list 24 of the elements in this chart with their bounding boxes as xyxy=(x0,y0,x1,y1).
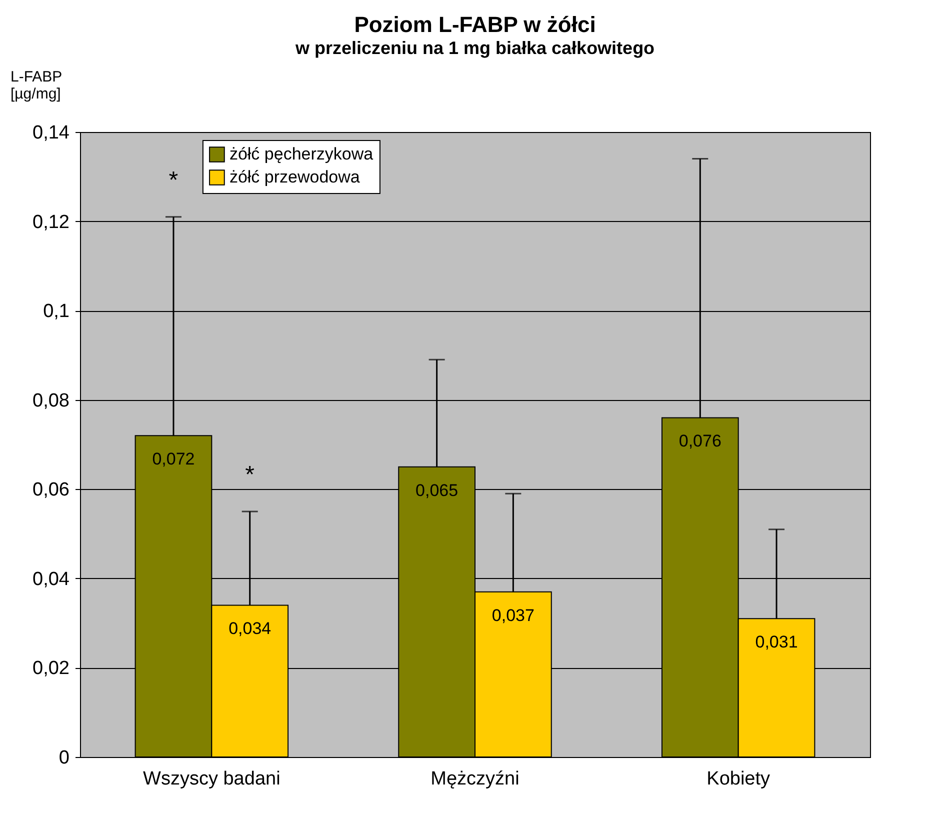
y-tick-label: 0,04 xyxy=(32,568,70,590)
text: 0,076 xyxy=(678,432,722,451)
chart-title: Poziom L-FABP w żółci xyxy=(354,12,596,37)
legend-label: żółć przewodowa xyxy=(229,168,360,186)
y-tick-label: 0,06 xyxy=(32,480,70,501)
y-axis-title: L-FABP [µg/mg] xyxy=(10,68,62,102)
x-tick-label: Mężczyźni xyxy=(430,768,520,790)
chart-subtitle: w przeliczeniu na 1 mg białka całkowitego xyxy=(294,38,655,58)
text: 0,072 xyxy=(152,450,195,469)
x-tick-label: Wszyscy badani xyxy=(143,768,280,790)
y-tick-label: 0,02 xyxy=(32,658,70,680)
text: 0,065 xyxy=(416,480,458,500)
y-tick-label: 0,1 xyxy=(43,301,70,322)
y-tick-label: 0,12 xyxy=(32,212,70,233)
annotation: * xyxy=(168,166,178,194)
y-tick-label: 0,14 xyxy=(32,122,70,144)
text: 0,034 xyxy=(228,619,272,638)
text: 0,031 xyxy=(755,632,798,652)
x-tick-label: Kobiety xyxy=(706,768,771,790)
legend-label: żółć pęcherzykowa xyxy=(229,144,374,164)
annotation: * xyxy=(245,461,255,488)
y-tick-label: 0 xyxy=(58,748,70,768)
text: 0,037 xyxy=(492,606,534,625)
y-tick-label: 0,08 xyxy=(32,390,70,412)
